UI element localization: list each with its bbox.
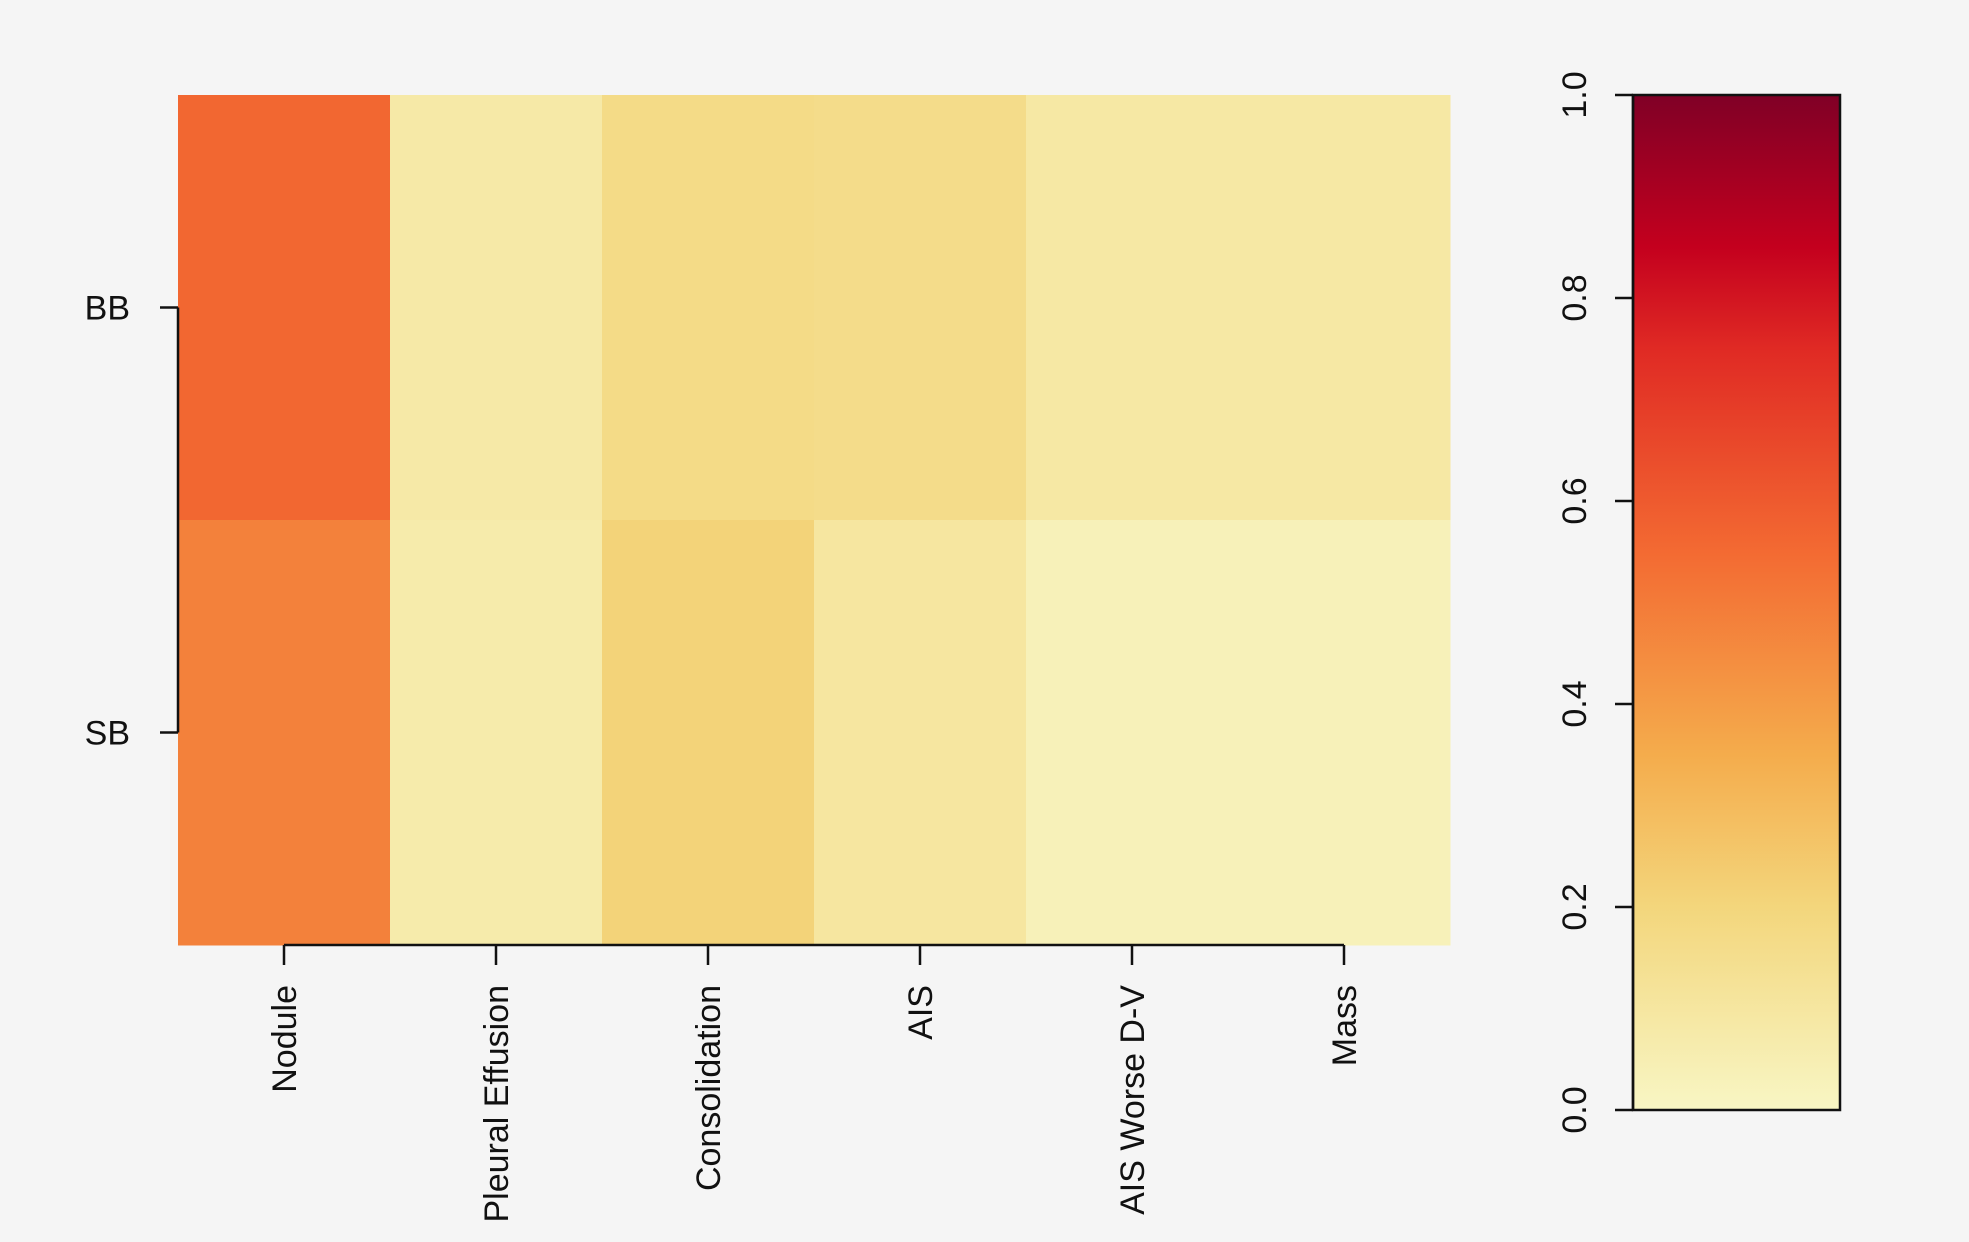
heatmap-cell: [1026, 520, 1239, 946]
x-axis: Nodule Pleural Effusion Consolidation AIS AI…: [266, 943, 1364, 1223]
x-tick-label: Mass: [1326, 985, 1364, 1066]
x-tick-label: Consolidation: [690, 985, 728, 1191]
x-tick-label: Pleural Effusion: [478, 985, 516, 1223]
y-tick-label: BB: [85, 290, 130, 328]
colorbar-tick-label: 0.4: [1556, 680, 1594, 727]
colorbar-gradient: [1631, 93, 1842, 1112]
colorbar-tick-label: 0.8: [1556, 274, 1594, 321]
heatmap-cell: [1238, 520, 1451, 946]
y-axis: BB SB: [85, 290, 180, 753]
heatmap-cell: [814, 95, 1027, 521]
heatmap-cell: [390, 520, 603, 946]
colorbar-tick-label: 1.0: [1556, 71, 1594, 118]
colorbar: 0.0 0.2 0.4 0.6 0.8 1.0: [1556, 71, 1842, 1134]
x-tick-label: AIS Worse D-V: [1114, 985, 1152, 1215]
heatmap-cell: [602, 520, 815, 946]
heatmap-cells: [178, 95, 1451, 946]
colorbar-tick-label: 0.0: [1556, 1086, 1594, 1133]
heatmap-cell: [178, 95, 391, 521]
heatmap-cell: [178, 520, 391, 946]
heatmap-cell: [602, 95, 815, 521]
x-tick-label: AIS: [902, 985, 940, 1040]
heatmap-cell: [390, 95, 603, 521]
heatmap-cell: [1026, 95, 1239, 521]
heatmap-cell: [1238, 95, 1451, 521]
heatmap-cell: [814, 520, 1027, 946]
y-tick-label: SB: [85, 715, 130, 753]
colorbar-tick-label: 0.6: [1556, 477, 1594, 524]
colorbar-tick-label: 0.2: [1556, 883, 1594, 930]
x-tick-label: Nodule: [266, 985, 304, 1093]
